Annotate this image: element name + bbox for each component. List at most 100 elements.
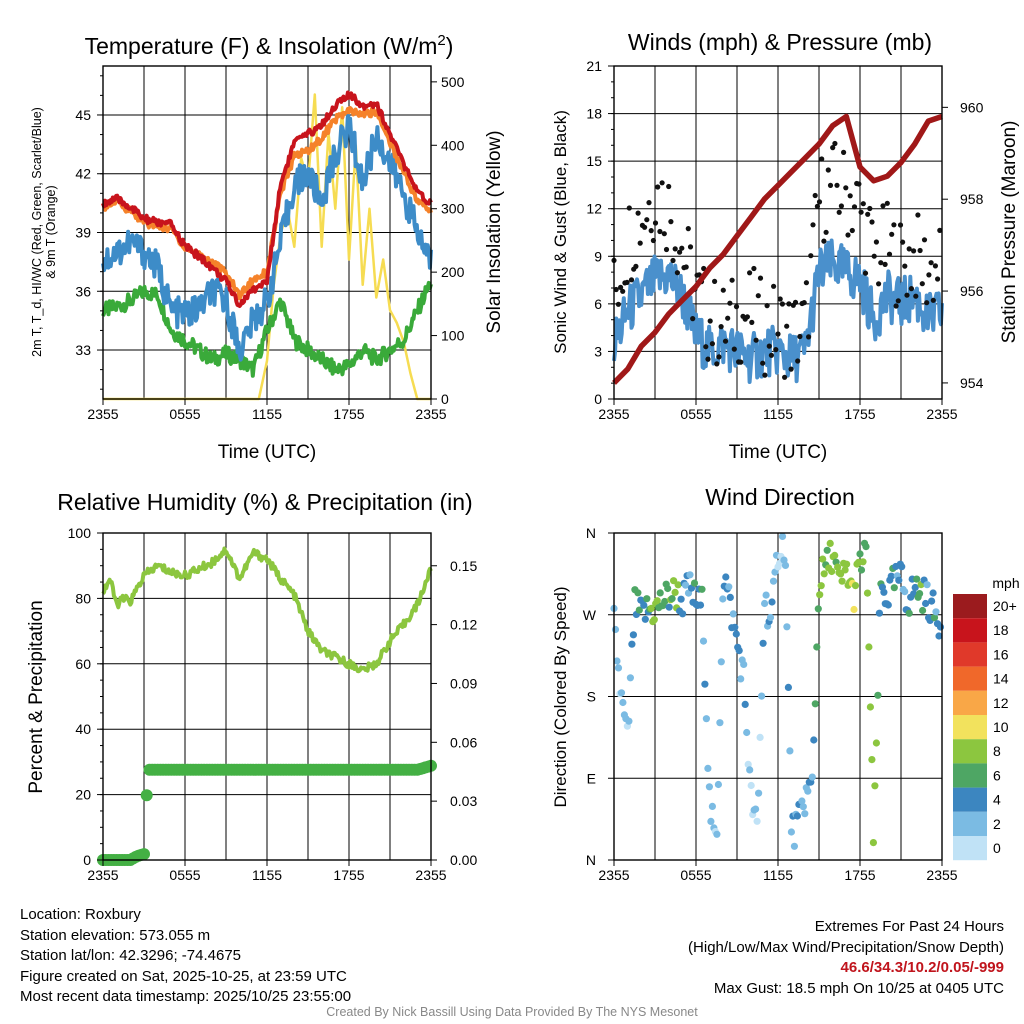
y2-tick-label: 100 (441, 328, 465, 344)
direction-point (871, 782, 879, 790)
direction-point (613, 657, 621, 665)
x-tick-label: 0555 (169, 406, 200, 422)
colorbar-label: 20+ (993, 598, 1017, 614)
gust-point (731, 346, 737, 352)
gust-point (674, 270, 681, 276)
y-axis-label: 2m T, T_d, HI/WC (Red, Green, Scarlet/Bl… (30, 107, 44, 357)
direction-point (872, 739, 881, 747)
colorbar-label: 16 (993, 646, 1009, 662)
precip-points (97, 759, 437, 866)
y-tick-label: 3 (594, 343, 602, 359)
extremes-heading: Extremes For Past 24 Hours (814, 918, 1004, 935)
gust-point (810, 222, 816, 228)
direction-point (823, 546, 831, 554)
direction-point (650, 616, 658, 624)
gridlines (102, 532, 432, 861)
y-tick-label: N (586, 852, 596, 868)
gust-point (775, 331, 781, 337)
y2-tick-label: 0.00 (450, 852, 477, 868)
x-tick-label: 1155 (763, 867, 793, 883)
direction-point (814, 605, 822, 613)
gust-point (862, 270, 869, 276)
direction-point (919, 606, 927, 615)
colorbar-label: 14 (993, 671, 1009, 687)
gust-point (703, 344, 709, 350)
y2-tick-label: 954 (960, 375, 984, 391)
direction-point (704, 764, 712, 773)
gust-point (860, 201, 866, 207)
direction-point (729, 610, 737, 618)
gust-point (814, 203, 821, 209)
gust-point (714, 361, 720, 367)
gust-point (937, 227, 943, 233)
max-gust: Max Gust: 18.5 mph On 10/25 at 0405 UTC (713, 979, 1004, 997)
direction-point (714, 780, 723, 789)
direction-point (641, 615, 649, 623)
y2-tick-label: 0.03 (450, 793, 477, 809)
panel-title: Winds (mph) & Pressure (mb) (628, 29, 932, 55)
panel-title-end: ) (446, 33, 454, 59)
direction-point (916, 590, 924, 598)
gust-point (935, 276, 941, 282)
direction-point (628, 640, 636, 648)
colorbar-swatch (953, 739, 987, 764)
gust-point (738, 359, 744, 365)
gust-point (626, 205, 632, 211)
direction-point (922, 599, 930, 608)
direction-point (887, 572, 895, 580)
direction-point (732, 630, 740, 638)
direction-point (874, 691, 882, 699)
gust-point (795, 358, 801, 364)
gust-point (677, 249, 683, 255)
y2-tick-label: 0 (441, 391, 449, 407)
gust-point (851, 204, 858, 210)
gust-point (886, 251, 893, 257)
gust-point (830, 145, 836, 151)
direction-point (866, 703, 875, 711)
gust-point (722, 338, 729, 344)
direction-point (820, 570, 828, 578)
direction-point (702, 715, 711, 723)
x-tick-label: 0555 (680, 867, 711, 883)
gust-point (825, 167, 831, 173)
gust-point (747, 270, 753, 276)
gust-point (635, 210, 641, 216)
direction-point (626, 674, 635, 682)
direction-point (843, 560, 851, 568)
direction-point (643, 595, 651, 603)
station-elevation: Station elevation: 573.055 m (20, 926, 211, 944)
direction-point (850, 605, 858, 614)
colorbar-swatch (953, 836, 987, 861)
direction-point (746, 766, 754, 774)
direction-point (787, 828, 796, 836)
y2-tick-label: 400 (441, 137, 465, 153)
y2-tick-label: 960 (960, 99, 984, 115)
direction-point (813, 643, 821, 651)
gust-point (683, 264, 689, 270)
direction-point (747, 781, 755, 790)
y-axis-label-line2: & 9m T (Orange) (44, 185, 58, 278)
direction-point (932, 608, 940, 616)
gust-point (806, 334, 812, 340)
panel-title: Relative Humidity (%) & Precipitation (i… (57, 489, 472, 515)
gust-point (729, 277, 735, 283)
direction-point (875, 609, 884, 617)
y2-tick-label: 956 (960, 283, 984, 299)
y2-tick-label: 958 (960, 191, 984, 207)
x-axis-label: Time (UTC) (218, 442, 317, 463)
direction-point (647, 604, 655, 613)
gust-point (618, 284, 624, 290)
y-tick-label: S (587, 689, 596, 705)
speed-colorbar: mph 20+ 18 16 14 12 10 8 6 4 2 0 (953, 575, 1020, 861)
direction-point (936, 623, 945, 631)
direction-point (690, 579, 699, 587)
gust-point (620, 288, 626, 294)
gust-point (666, 183, 672, 190)
gust-point (705, 356, 711, 362)
colorbar-swatch (953, 715, 987, 740)
direction-point (619, 698, 627, 707)
y2-tick-label: 200 (441, 264, 465, 280)
gust-point (921, 237, 928, 243)
gust-point (843, 185, 849, 191)
direction-point (640, 601, 648, 609)
